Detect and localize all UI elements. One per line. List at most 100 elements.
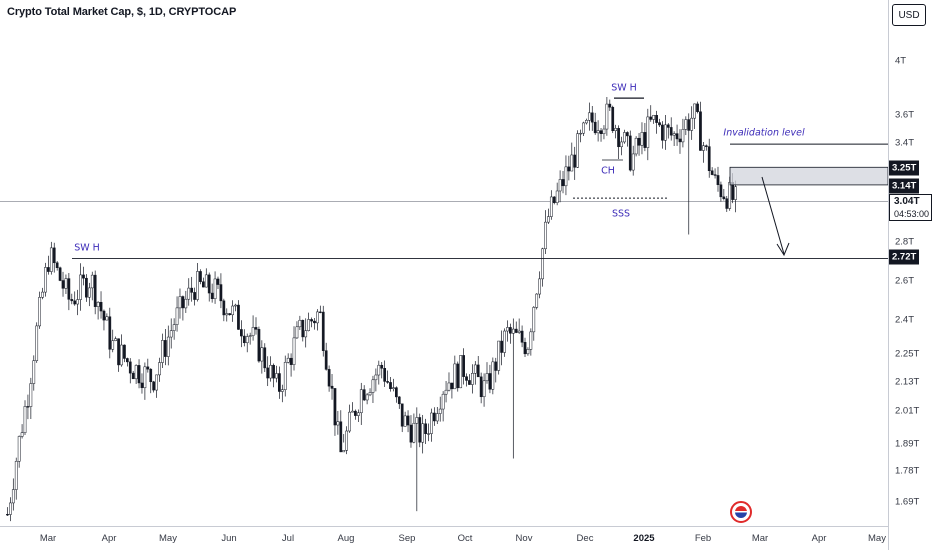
- candle-body: [394, 387, 398, 398]
- candle-body: [307, 319, 310, 331]
- y-tick: 2.25T: [895, 348, 920, 360]
- candle-body: [354, 410, 357, 416]
- currency-button[interactable]: USD: [892, 4, 926, 26]
- candle-body: [672, 133, 676, 136]
- price-chart[interactable]: [0, 0, 888, 526]
- candle-body: [108, 316, 112, 350]
- candle-body: [371, 379, 375, 393]
- candle-body: [555, 190, 559, 203]
- candle-body: [9, 502, 12, 515]
- candle-body: [269, 364, 272, 379]
- candle-body: [526, 349, 530, 355]
- x-tick: Nov: [515, 533, 533, 544]
- candle-body: [193, 292, 196, 300]
- candle-body: [438, 408, 442, 414]
- candle-body: [377, 364, 381, 376]
- candle-body: [462, 355, 465, 377]
- candle-body: [283, 362, 287, 390]
- x-tick: Mar: [751, 533, 769, 544]
- candle-body: [623, 132, 626, 143]
- y-tick: 2.01T: [895, 405, 920, 417]
- candle-body: [204, 274, 208, 288]
- time-axis[interactable]: Mar Apr May Jun Jul Aug Sep Oct Nov Dec …: [0, 526, 888, 550]
- candle-body: [260, 347, 264, 362]
- candle-body: [482, 380, 486, 398]
- candle-body: [254, 327, 258, 330]
- candle-body: [14, 461, 18, 490]
- candle-body: [435, 413, 439, 422]
- candle-body: [549, 196, 553, 217]
- chart-title: Crypto Total Market Cap, $, 1D, CRYPTOCA…: [7, 6, 237, 18]
- candle-body: [257, 329, 261, 362]
- candle-body: [704, 145, 708, 147]
- candle-body: [523, 342, 527, 355]
- flag-logo-icon[interactable]: [730, 501, 752, 523]
- candle-body: [318, 311, 322, 313]
- candle-body: [725, 198, 729, 209]
- y-tick: 2.8T: [895, 236, 915, 248]
- candle-body: [558, 179, 562, 192]
- candle-body: [573, 154, 577, 168]
- candle-body: [41, 291, 44, 298]
- candle-body: [628, 135, 632, 171]
- x-tick: Dec: [576, 533, 594, 544]
- candle-body: [669, 127, 673, 136]
- candle-body: [389, 382, 392, 389]
- candle-body: [567, 166, 571, 172]
- candle-body: [184, 298, 188, 309]
- projection-arrow-shaft: [761, 176, 785, 255]
- candle-body: [468, 380, 471, 385]
- swing-high-label-2: SW H: [611, 82, 637, 94]
- candle-body: [728, 182, 732, 209]
- candle-body: [70, 299, 74, 302]
- candle-body: [392, 387, 395, 389]
- candle-body: [120, 344, 123, 366]
- candle-body: [690, 117, 694, 131]
- candle-body: [547, 216, 550, 223]
- candle-body: [304, 330, 308, 338]
- candle-body: [453, 363, 457, 390]
- candle-body: [178, 296, 182, 309]
- y-tick: 1.89T: [895, 438, 920, 450]
- y-tick: 1.78T: [895, 465, 920, 477]
- candle-body: [82, 274, 85, 279]
- bar-countdown: 04:53:00: [894, 209, 930, 219]
- candle-body: [17, 436, 21, 462]
- candle-body: [664, 124, 667, 141]
- candle-body: [529, 331, 533, 350]
- candle-body: [35, 325, 39, 361]
- candle-body: [374, 374, 378, 381]
- candle-body: [155, 374, 158, 391]
- candle-body: [459, 355, 463, 389]
- candle-body: [617, 128, 620, 148]
- candle-body: [637, 137, 641, 146]
- candle-body: [649, 116, 653, 120]
- price-axis[interactable]: 4T 3.6T 3.4T 2.8T 2.6T 2.4T 2.25T 2.13T …: [888, 0, 932, 550]
- y-tick: 3.4T: [895, 137, 915, 149]
- candle-body: [6, 514, 9, 516]
- candle-body: [105, 316, 109, 321]
- candle-body: [263, 347, 267, 369]
- candle-body: [415, 417, 419, 424]
- candle-body: [216, 278, 220, 285]
- candle-body: [187, 287, 191, 300]
- candle-body: [96, 301, 100, 307]
- candle-body: [146, 366, 150, 370]
- candle-body: [678, 138, 682, 143]
- x-tick: Oct: [457, 533, 473, 544]
- y-tick: 2.13T: [895, 376, 920, 388]
- candle-body: [734, 186, 737, 200]
- candle-body: [517, 330, 521, 333]
- candle-body: [76, 299, 79, 305]
- candle-body: [681, 129, 685, 143]
- candle-body: [400, 403, 404, 427]
- candle-body: [85, 277, 88, 298]
- candle-body: [137, 365, 141, 384]
- candle-body: [444, 389, 448, 395]
- candle-body: [240, 329, 243, 337]
- candle-body: [552, 196, 556, 203]
- candle-body: [380, 364, 384, 369]
- candle-body: [210, 292, 214, 299]
- plot-area[interactable]: Crypto Total Market Cap, $, 1D, CRYPTOCA…: [0, 0, 888, 526]
